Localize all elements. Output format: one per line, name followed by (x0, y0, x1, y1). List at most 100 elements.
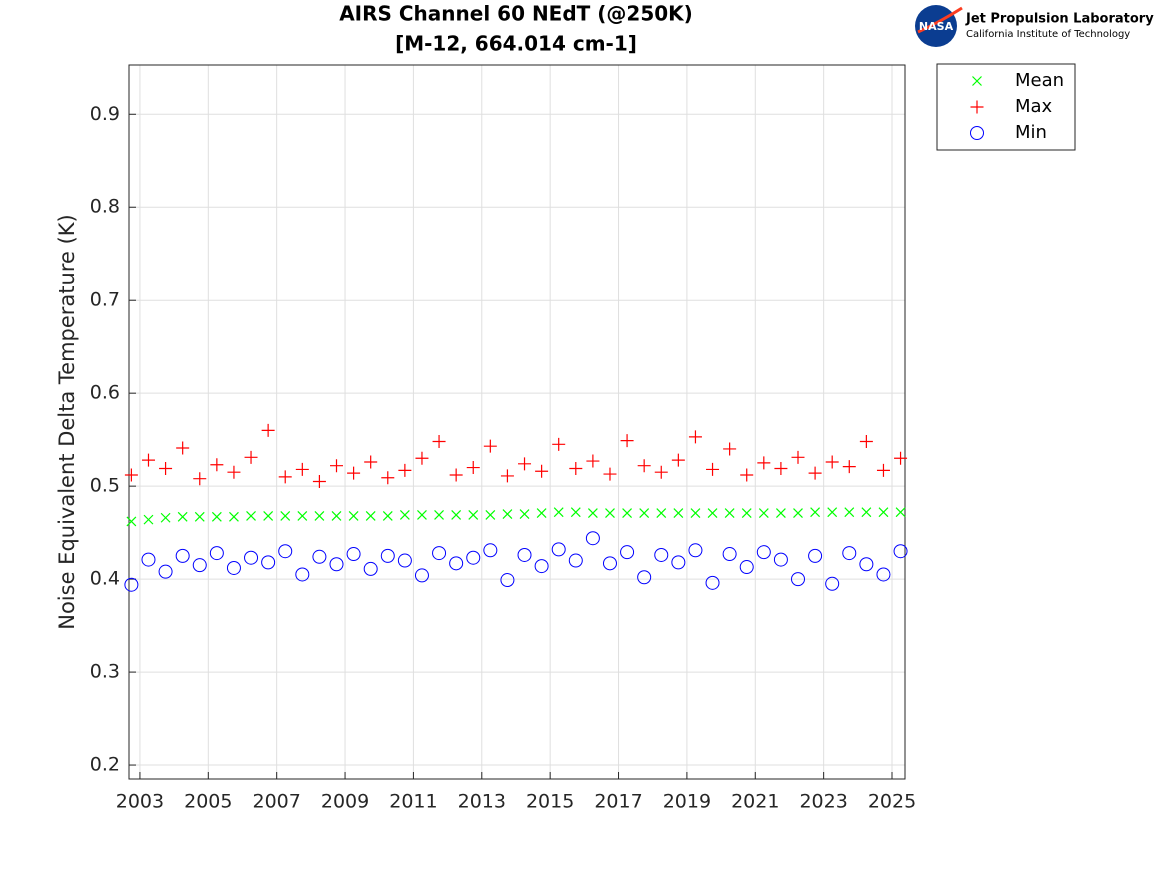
y-tick-label: 0.2 (90, 754, 120, 776)
x-tick-label: 2017 (594, 791, 642, 813)
marker (449, 468, 463, 482)
marker (500, 573, 515, 588)
y-tick-label: 0.7 (90, 289, 120, 311)
marker (348, 510, 359, 521)
marker (246, 510, 256, 521)
y-axis-label: Noise Equivalent Delta Temperature (K) (55, 214, 79, 630)
marker (466, 550, 481, 565)
marker (194, 511, 205, 522)
marker (280, 510, 291, 521)
y-tick-label: 0.8 (90, 196, 120, 218)
marker (970, 126, 984, 140)
x-tick-label: 2019 (663, 791, 711, 813)
marker (758, 508, 769, 519)
logo-badge-text: NASA (919, 20, 954, 33)
marker (810, 507, 821, 518)
marker (773, 552, 788, 567)
marker (432, 546, 447, 561)
marker (160, 512, 171, 523)
marker (363, 561, 378, 576)
marker (485, 510, 496, 520)
marker (432, 435, 446, 449)
marker (519, 509, 530, 519)
marker (483, 543, 498, 558)
marker (451, 510, 462, 520)
marker (534, 559, 549, 574)
marker (605, 508, 615, 519)
marker (399, 510, 410, 520)
marker (535, 464, 549, 478)
marker (637, 459, 651, 473)
marker (295, 567, 310, 582)
x-tick-label: 2015 (526, 791, 574, 813)
marker (312, 549, 327, 564)
marker (569, 461, 583, 475)
marker (603, 467, 617, 481)
marker (414, 568, 429, 583)
marker (825, 576, 840, 591)
x-tick-label: 2023 (799, 791, 847, 813)
marker (757, 456, 771, 470)
x-tick-label: 2009 (321, 791, 369, 813)
marker (466, 461, 480, 475)
marker (602, 556, 617, 571)
y-tick-label: 0.4 (90, 568, 120, 590)
marker (124, 468, 138, 482)
x-tick-label: 2021 (731, 791, 779, 813)
y-tick-label: 0.5 (90, 475, 120, 497)
marker (193, 472, 207, 486)
x-tick-label: 2005 (184, 791, 232, 813)
marker (570, 507, 581, 518)
logo-swoosh (917, 6, 963, 34)
marker (229, 511, 239, 522)
marker (211, 511, 222, 522)
marker (244, 550, 259, 565)
marker (861, 507, 872, 518)
marker (622, 508, 633, 519)
plot-area (129, 65, 905, 779)
marker (568, 553, 583, 568)
marker (654, 547, 669, 562)
marker (434, 510, 444, 520)
x-tick-label: 2013 (458, 791, 506, 813)
marker (827, 507, 838, 518)
marker (876, 463, 890, 477)
marker (468, 510, 479, 520)
marker (637, 570, 652, 585)
logo-institution: California Institute of Technology (966, 29, 1130, 40)
marker (825, 455, 839, 469)
marker (688, 543, 703, 558)
marker (536, 508, 547, 519)
x-tick-label: 2003 (116, 791, 164, 813)
marker (808, 548, 823, 563)
marker (707, 508, 718, 519)
marker (329, 557, 344, 572)
marker (585, 531, 600, 546)
marker (347, 466, 361, 480)
marker (688, 430, 702, 444)
marker (859, 435, 873, 449)
marker (295, 462, 309, 476)
marker (775, 508, 786, 519)
axes-box (128, 64, 906, 780)
marker (124, 577, 139, 592)
y-tick-label: 0.9 (90, 103, 120, 125)
x-tick-label: 2007 (252, 791, 300, 813)
marker (972, 76, 982, 86)
marker (415, 451, 429, 465)
marker (552, 437, 566, 451)
marker (722, 547, 737, 562)
x-tick-label: 2011 (389, 791, 437, 813)
marker (449, 556, 464, 571)
marker (382, 510, 393, 521)
x-tick-label: 2025 (868, 791, 916, 813)
marker (261, 423, 275, 437)
marker (723, 442, 737, 456)
legend-label: Max (1015, 96, 1053, 117)
marker (263, 510, 274, 521)
marker (346, 547, 361, 562)
marker (587, 508, 598, 519)
marker (417, 510, 427, 520)
marker (483, 439, 497, 453)
